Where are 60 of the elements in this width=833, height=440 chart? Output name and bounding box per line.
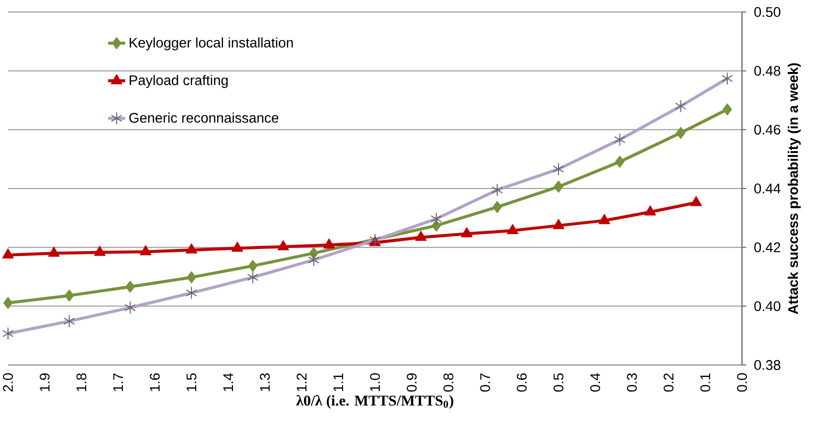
x-tick-label: 1.7 — [113, 373, 123, 392]
x-tick-label: 1.3 — [260, 373, 270, 392]
x-tick-label: 0.9 — [406, 373, 417, 392]
point — [461, 227, 472, 238]
point — [64, 290, 74, 302]
x-tick-label: 0.2 — [664, 373, 674, 392]
x-tick-label: 1.4 — [223, 373, 233, 392]
x-tick-label: 0.4 — [590, 373, 600, 392]
point — [554, 180, 564, 193]
y-tick-label: 0.40 — [754, 301, 780, 312]
x-tick-label: 1.1 — [334, 373, 344, 392]
x-tick-label: 1.2 — [296, 373, 306, 392]
point — [186, 243, 198, 254]
y-tick-label: 0.48 — [754, 66, 780, 76]
point — [722, 103, 732, 116]
x-tick-label: 2.0 — [3, 373, 13, 392]
y-tick-label: 0.42 — [754, 242, 780, 252]
point — [248, 260, 258, 272]
y-axis-title: Attack success probability (in a week) — [788, 63, 801, 314]
x-tick-label: 0.8 — [443, 373, 454, 392]
point — [644, 206, 656, 216]
point — [48, 246, 60, 257]
y-tick-label: 0.44 — [754, 184, 781, 194]
point — [615, 156, 624, 168]
point — [690, 196, 702, 206]
legend-label: Payload crafting — [130, 74, 228, 88]
point — [323, 238, 335, 248]
x-tick-label: 0.7 — [480, 373, 490, 392]
x-tick-label: 1.0 — [370, 373, 380, 392]
point — [140, 245, 152, 256]
x-tick-label: 0.3 — [626, 373, 637, 392]
point — [598, 214, 610, 224]
x-tick-label: 1.6 — [150, 373, 160, 392]
x-tick-label: 0.6 — [516, 373, 527, 392]
point — [506, 224, 518, 234]
point — [186, 271, 196, 284]
point — [126, 280, 135, 293]
point — [278, 240, 289, 250]
legend-label: Generic reconnaissance — [129, 112, 278, 123]
point — [309, 247, 318, 260]
point — [232, 242, 244, 252]
x-tick-label: 0.0 — [737, 373, 747, 392]
point — [552, 219, 564, 230]
legend-label: Keylogger local installation — [130, 37, 293, 50]
x-tick-label: 1.8 — [76, 373, 86, 392]
x-tick-label: 1.5 — [186, 373, 196, 392]
x-tick-label: 0.5 — [554, 373, 564, 392]
point — [94, 246, 106, 256]
point — [676, 126, 686, 139]
y-tick-label: 0.50 — [754, 7, 780, 17]
point — [432, 220, 441, 232]
y-tick-label: 0.38 — [754, 360, 780, 370]
point — [2, 248, 14, 258]
y-tick-label: 0.46 — [754, 124, 780, 135]
x-tick-label: 0.1 — [700, 373, 710, 392]
text: λ0/λ (i.e. MTTS/MTTS$_{0}$) — [296, 395, 454, 409]
point — [3, 296, 13, 309]
x-tick-label: 1.9 — [40, 373, 50, 392]
point — [492, 201, 502, 214]
point — [415, 230, 427, 241]
